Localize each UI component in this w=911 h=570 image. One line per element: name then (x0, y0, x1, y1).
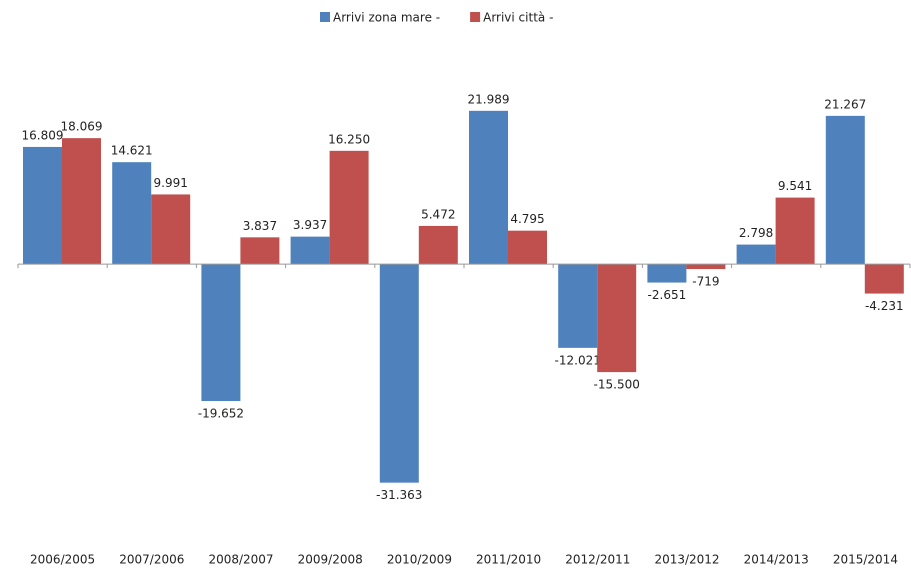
data-label: 2.798 (739, 226, 773, 240)
legend-label: Arrivi città - (483, 11, 553, 25)
data-label: -12.021 (555, 353, 601, 367)
data-label: 3.937 (293, 218, 327, 232)
data-label: 9.541 (778, 179, 812, 193)
bar (290, 236, 330, 265)
x-tick-label: 2008/2007 (208, 553, 273, 567)
data-label: 21.267 (824, 97, 866, 111)
bar (23, 146, 62, 265)
x-tick-label: 2015/2014 (833, 553, 898, 567)
bar (240, 237, 280, 265)
data-label: 14.621 (111, 144, 153, 158)
x-tick-label: 2012/2011 (565, 553, 630, 567)
data-label: 4.795 (510, 212, 544, 226)
data-label: -31.363 (376, 488, 422, 502)
bar (469, 110, 508, 265)
x-tick-label: 2013/2012 (654, 553, 719, 567)
bar (329, 150, 369, 265)
bar (558, 264, 598, 348)
legend-swatch (470, 12, 481, 22)
data-label: -15.500 (594, 378, 640, 392)
data-label: -19.652 (198, 407, 244, 421)
bar (647, 264, 687, 283)
legend-swatch (320, 12, 330, 22)
data-label: -719 (692, 275, 719, 289)
bar (864, 264, 904, 294)
data-label: 16.809 (22, 128, 64, 142)
data-label: 9.991 (154, 176, 188, 190)
bar (686, 264, 726, 270)
bar (508, 230, 547, 265)
bar (736, 244, 776, 265)
bar (62, 138, 101, 265)
data-label: 3.837 (243, 219, 277, 233)
x-tick-label: 2007/2006 (119, 553, 184, 567)
x-tick-label: 2014/2013 (744, 553, 809, 567)
data-label: -4.231 (865, 299, 904, 313)
x-tick-label: 2011/2010 (476, 553, 541, 567)
x-tick-label: 2010/2009 (387, 553, 452, 567)
data-label: -2.651 (648, 288, 687, 302)
data-label: 5.472 (421, 207, 455, 221)
data-label: 18.069 (61, 120, 103, 134)
bar (201, 264, 241, 402)
data-label: 21.989 (468, 92, 510, 106)
x-tick-label: 2006/2005 (30, 553, 95, 567)
x-tick-label: 2009/2008 (298, 553, 363, 567)
data-label: 16.250 (328, 132, 370, 146)
bar (597, 264, 637, 373)
bar (825, 115, 865, 265)
bar (379, 264, 419, 483)
bar (775, 197, 815, 265)
legend-label: Arrivi zona mare - (333, 11, 440, 25)
bar (418, 225, 458, 265)
bar (112, 162, 152, 265)
bar (151, 194, 191, 265)
